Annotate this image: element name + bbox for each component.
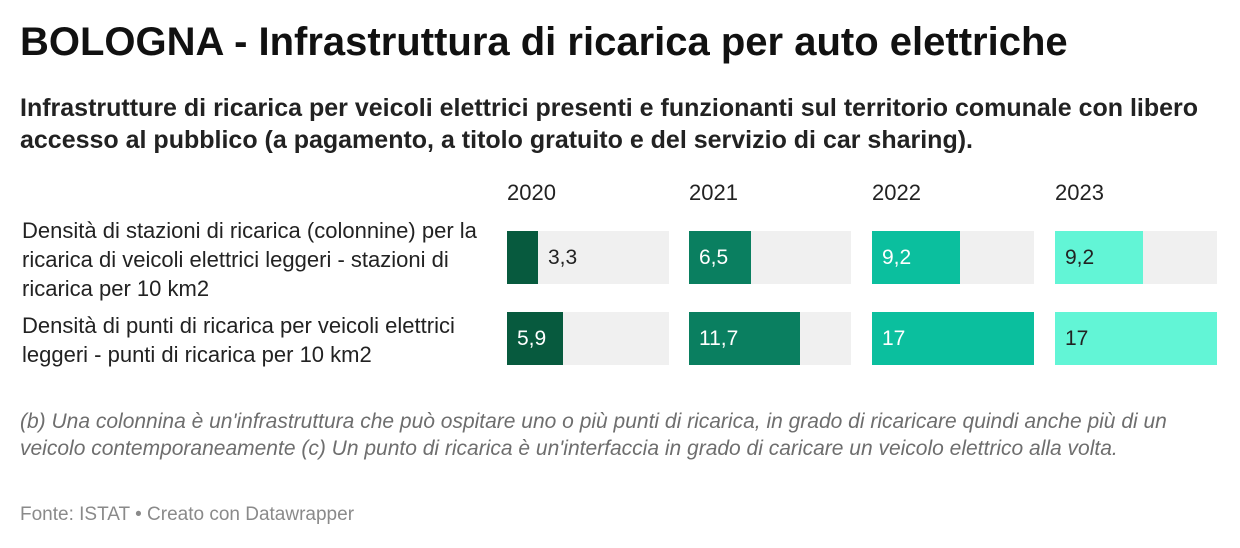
- value-label: 5,9: [517, 327, 547, 350]
- bar-track: 5,9: [507, 312, 669, 365]
- value-label: 9,2: [1065, 246, 1095, 269]
- bar-track: 9,2: [1055, 231, 1217, 284]
- source-credit: Fonte: ISTAT • Creato con Datawrapper: [20, 504, 355, 525]
- bar-2023-series-1: [1055, 312, 1217, 365]
- chart-title: BOLOGNA - Infrastruttura di ricarica per…: [20, 20, 1068, 64]
- year-header-2023: 2023: [1055, 180, 1104, 205]
- year-header-2021: 2021: [689, 180, 738, 205]
- year-header-2022: 2022: [872, 180, 921, 205]
- year-header-2020: 2020: [507, 180, 556, 205]
- bar-2021-series-1: [689, 312, 800, 365]
- chart-subtitle: Infrastrutture di ricarica per veicoli e…: [20, 94, 1199, 154]
- value-label: 6,5: [699, 246, 729, 269]
- value-label: 17: [882, 327, 906, 350]
- value-label: 3,3: [548, 246, 578, 269]
- footnotes: (b) Una colonnina è un'infrastruttura ch…: [20, 410, 1167, 460]
- bar-track: 3,3: [507, 231, 669, 284]
- bar-track: 17: [872, 312, 1034, 365]
- bar-2022-series-1: [872, 312, 1034, 365]
- bar-2023-series-0: [1055, 231, 1143, 284]
- value-label: 9,2: [882, 246, 912, 269]
- bar-track: 11,7: [689, 312, 851, 365]
- bar-2021-series-0: [689, 231, 751, 284]
- value-label: 11,7: [699, 327, 739, 350]
- bar-2020-series-0: [507, 231, 538, 284]
- bar-track: 6,5: [689, 231, 851, 284]
- bar-track: 9,2: [872, 231, 1034, 284]
- row-label-stations: Densità di stazioni di ricarica (colonni…: [22, 218, 477, 301]
- value-label: 17: [1065, 327, 1089, 350]
- bar-track: 17: [1055, 312, 1217, 365]
- bar-2020-series-1: [507, 312, 563, 365]
- bar-2022-series-0: [872, 231, 960, 284]
- row-label-points: Densità di punti di ricarica per veicoli…: [22, 313, 455, 367]
